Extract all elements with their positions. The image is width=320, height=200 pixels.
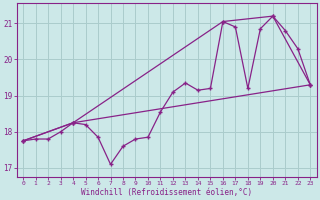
X-axis label: Windchill (Refroidissement éolien,°C): Windchill (Refroidissement éolien,°C): [81, 188, 252, 197]
